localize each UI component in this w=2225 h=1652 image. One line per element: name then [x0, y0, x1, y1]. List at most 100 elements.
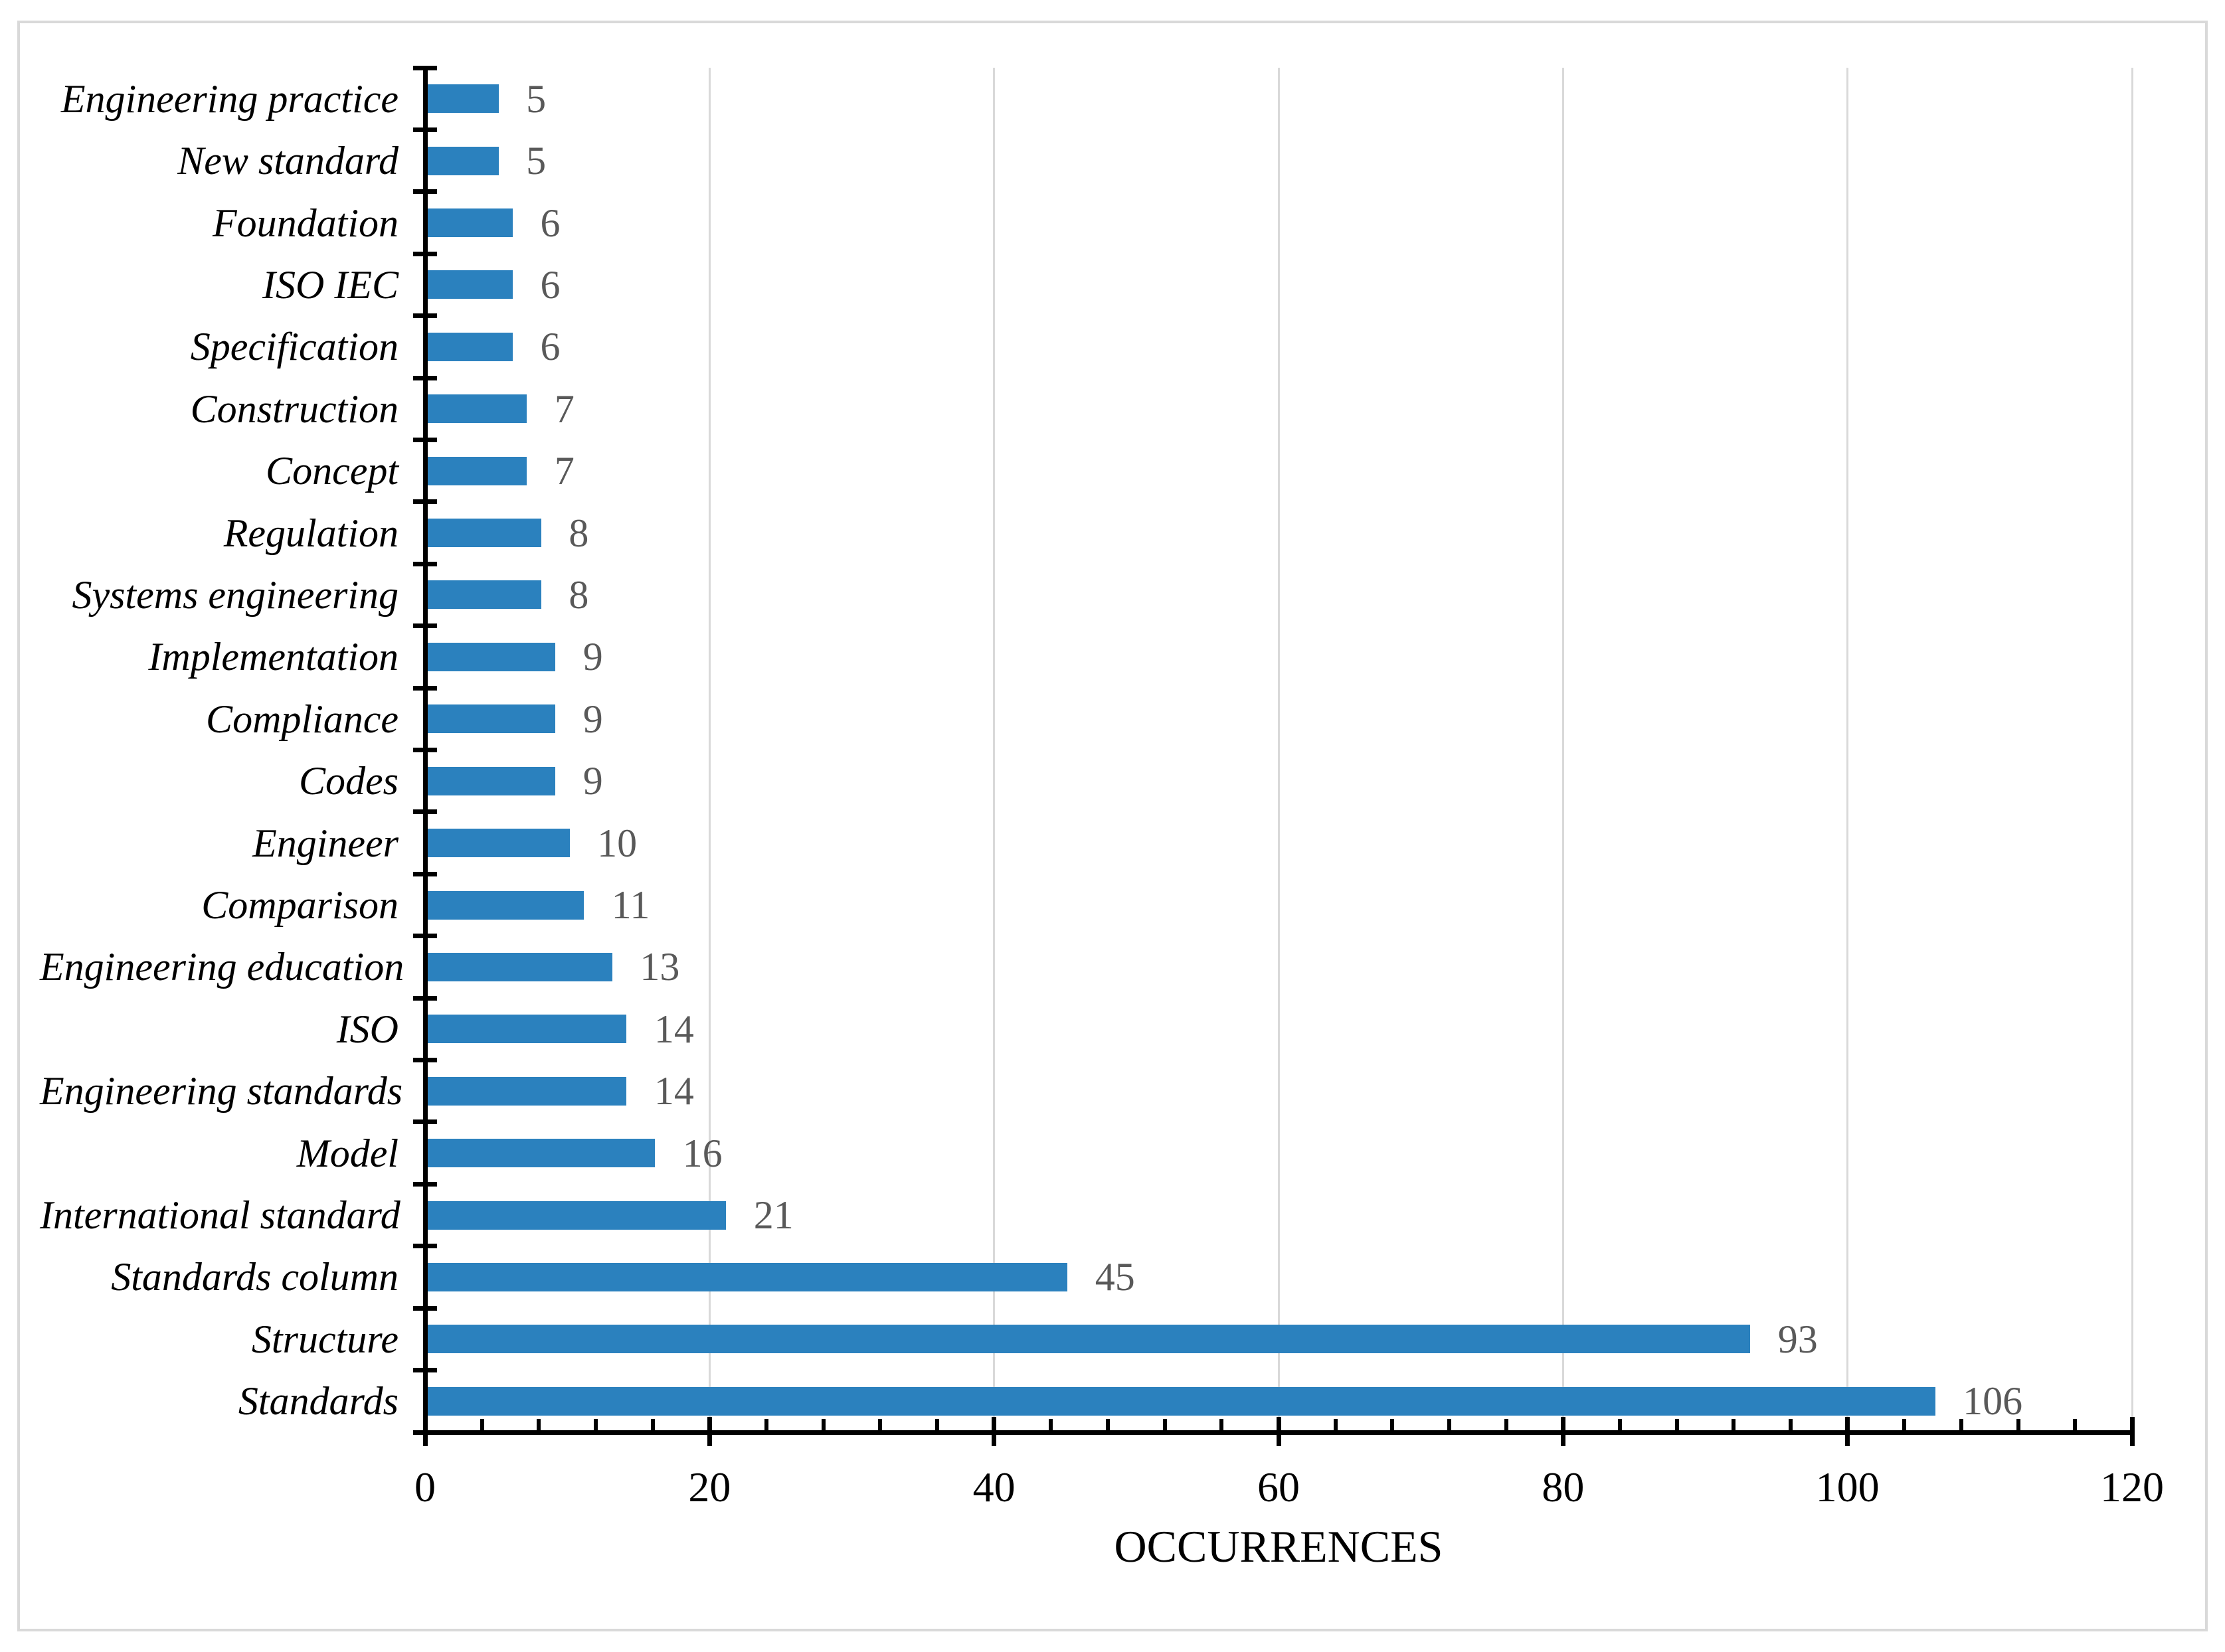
bar-value-label: 9 — [582, 759, 603, 803]
category-label: Comparison — [201, 883, 399, 928]
x-axis-tick-label: 100 — [1815, 1463, 1880, 1511]
x-axis-minor-tick — [1959, 1419, 1963, 1430]
category-label: Construction — [190, 386, 399, 431]
x-axis-minor-tick — [594, 1419, 598, 1430]
category-label: Regulation — [223, 511, 399, 555]
bar-value-label: 7 — [554, 386, 575, 431]
x-axis-line — [413, 1430, 2135, 1435]
category-label: Concept — [266, 449, 399, 493]
x-axis-minor-tick — [1504, 1419, 1508, 1430]
bar-value-label: 8 — [569, 572, 589, 617]
x-axis-minor-tick — [1789, 1419, 1793, 1430]
bar — [427, 1076, 627, 1106]
bar-value-label: 5 — [526, 139, 547, 183]
bar — [427, 952, 612, 981]
bar — [427, 1015, 627, 1044]
category-label: Engineer — [252, 821, 399, 865]
x-axis-minor-tick — [1049, 1419, 1053, 1430]
bar — [427, 1139, 656, 1168]
figure-frame — [17, 21, 2208, 1631]
bar-value-label: 9 — [582, 635, 603, 679]
bar-value-label: 8 — [569, 511, 589, 555]
bar — [427, 1325, 1751, 1354]
x-axis-minor-tick — [764, 1419, 768, 1430]
category-label: Engineering practice — [60, 76, 399, 121]
x-axis-tick-label: 0 — [414, 1463, 436, 1511]
y-axis-line — [422, 68, 428, 1435]
bar-value-label: 6 — [540, 325, 561, 369]
x-gridline — [1561, 68, 1564, 1432]
bar-value-label: 21 — [753, 1193, 794, 1238]
x-axis-minor-tick — [821, 1419, 826, 1430]
bar-value-label: 10 — [597, 821, 638, 865]
x-axis-minor-tick — [1106, 1419, 1110, 1430]
x-gridline — [993, 68, 996, 1432]
bar-value-label: 6 — [540, 262, 561, 307]
x-axis-tick-label: 60 — [1257, 1463, 1300, 1511]
bar — [427, 704, 556, 734]
category-label: Compliance — [206, 697, 399, 741]
bar-value-label: 93 — [1777, 1317, 1818, 1361]
bar — [427, 332, 513, 361]
category-label: International standard — [40, 1193, 400, 1238]
category-label: Engineering standards — [40, 1069, 403, 1114]
x-axis-minor-tick — [1732, 1419, 1736, 1430]
bar — [427, 1200, 727, 1230]
bar-value-label: 11 — [611, 883, 650, 928]
bar — [427, 890, 584, 920]
x-axis-minor-tick — [650, 1419, 655, 1430]
bar-value-label: 9 — [582, 697, 603, 741]
x-gridline — [708, 68, 711, 1432]
x-axis-minor-tick — [537, 1419, 541, 1430]
x-axis-minor-tick — [2016, 1419, 2020, 1430]
bar-value-label: 5 — [526, 76, 547, 121]
x-axis-tick-label: 80 — [1542, 1463, 1585, 1511]
category-label: Specification — [190, 325, 399, 369]
category-label: ISO IEC — [262, 262, 399, 307]
bar — [427, 1262, 1068, 1291]
x-axis-minor-tick — [2073, 1419, 2078, 1430]
bar — [427, 146, 499, 175]
x-axis-minor-tick — [1333, 1419, 1338, 1430]
bar-value-label: 106 — [1963, 1379, 2023, 1424]
x-axis-minor-tick — [878, 1419, 883, 1430]
bar — [427, 642, 556, 671]
bar-value-label: 16 — [682, 1131, 723, 1175]
category-label: ISO — [336, 1007, 399, 1051]
bar-value-label: 14 — [654, 1007, 694, 1051]
x-axis-tick-label: 120 — [2100, 1463, 2164, 1511]
x-axis-minor-tick — [935, 1419, 939, 1430]
x-axis-tick-label: 20 — [688, 1463, 731, 1511]
x-axis-minor-tick — [1219, 1419, 1224, 1430]
x-axis-minor-tick — [1674, 1419, 1679, 1430]
bar — [427, 208, 513, 238]
category-label: Model — [296, 1131, 399, 1175]
bar-value-label: 6 — [540, 201, 561, 245]
bar — [427, 829, 570, 858]
category-label: Standards — [238, 1379, 399, 1424]
x-gridline — [1846, 68, 1849, 1432]
category-label: Standards column — [111, 1255, 399, 1299]
x-axis-minor-tick — [480, 1419, 484, 1430]
bar — [427, 456, 527, 485]
bar — [427, 270, 513, 299]
bar — [427, 580, 541, 610]
x-axis-minor-tick — [1390, 1419, 1395, 1430]
x-axis-minor-tick — [1447, 1419, 1451, 1430]
x-axis-minor-tick — [1162, 1419, 1167, 1430]
x-axis-minor-tick — [1902, 1419, 1907, 1430]
x-gridline — [2131, 68, 2133, 1432]
bar-value-label: 13 — [640, 945, 680, 989]
category-label: Foundation — [213, 201, 399, 245]
bar-value-label: 14 — [654, 1069, 694, 1114]
x-axis-title: OCCURRENCES — [1114, 1521, 1443, 1572]
bar-value-label: 7 — [554, 449, 575, 493]
category-label: New standard — [177, 139, 399, 183]
category-label: Structure — [251, 1317, 399, 1361]
bar — [427, 519, 541, 548]
bar — [427, 394, 527, 424]
category-label: Systems engineering — [72, 572, 399, 617]
x-gridline — [1277, 68, 1280, 1432]
bar — [427, 766, 556, 795]
